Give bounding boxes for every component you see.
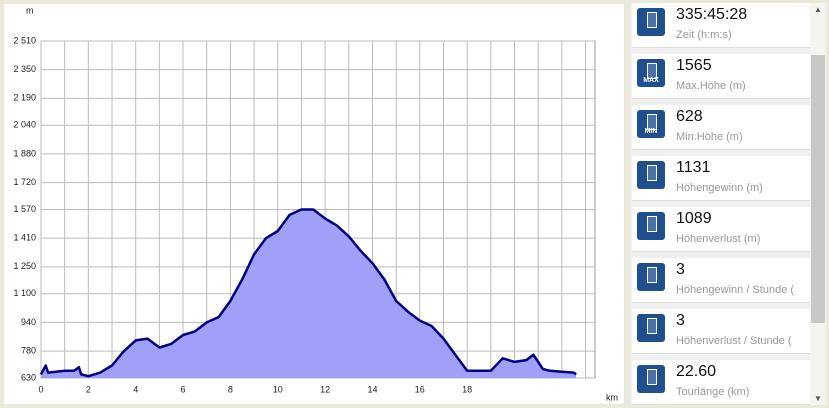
stat-label: Höhengewinn / Stunde ( xyxy=(676,284,795,296)
stat-icon xyxy=(637,365,665,393)
x-tick-label: 8 xyxy=(228,384,233,394)
x-tick-label: 2 xyxy=(86,384,91,394)
y-tick-label: 2 510 xyxy=(13,35,36,45)
profile-area xyxy=(41,209,577,378)
scroll-up[interactable]: ▲ xyxy=(814,5,822,14)
y-unit: m xyxy=(26,5,34,15)
y-tick-label: 780 xyxy=(21,345,36,355)
stat-icon xyxy=(637,314,665,342)
stat-value: 22.60 xyxy=(676,363,717,380)
y-tick-label: 1 100 xyxy=(13,288,36,298)
x-tick-label: 18 xyxy=(462,384,472,394)
y-tick-label: 2 040 xyxy=(13,120,36,130)
y-tick-label: 940 xyxy=(21,317,36,327)
stat-icon: MAX xyxy=(637,59,665,87)
stat-label: Min.Höhe (m) xyxy=(676,131,743,143)
profile-line xyxy=(39,208,577,378)
scrollbar[interactable]: ▲ ▼ xyxy=(810,3,826,405)
x-tick-label: 4 xyxy=(133,384,138,394)
stat-item: MIN 628 Min.Höhe (m) xyxy=(632,105,810,150)
y-tick-label: 1 880 xyxy=(13,148,36,158)
stat-value: 3 xyxy=(676,312,685,329)
stat-item: 1131 Höhengewinn (m) xyxy=(632,156,810,201)
stat-icon xyxy=(637,8,665,36)
stat-icon xyxy=(637,212,665,240)
stat-label: Höhenverlust (m) xyxy=(676,233,761,245)
stat-label: Zeit (h:m:s) xyxy=(676,29,732,41)
x-tick-label: 6 xyxy=(181,384,186,394)
scroll-thumb[interactable] xyxy=(811,55,825,323)
y-tick-label: 1 250 xyxy=(13,261,36,271)
stat-icon xyxy=(637,161,665,189)
stat-icon: MIN xyxy=(637,110,665,138)
stat-item: 1089 Höhenverlust (m) xyxy=(632,207,810,252)
x-tick-label: 10 xyxy=(273,384,283,394)
stat-item: 3 Höhenverlust / Stunde ( xyxy=(632,309,810,354)
stat-label: Tourlänge (km) xyxy=(676,386,750,398)
scroll-down[interactable]: ▼ xyxy=(814,394,822,403)
stat-value: 1565 xyxy=(676,57,712,74)
stat-label: Max.Höhe (m) xyxy=(676,80,746,92)
stat-item: 22.60 Tourlänge (km) xyxy=(632,360,810,405)
x-tick-label: 0 xyxy=(38,384,43,394)
stat-value: 628 xyxy=(676,108,703,125)
x-tick-label: 16 xyxy=(415,384,425,394)
chart: m km 630 780 940 1 100 1 250 1 410 1 570 1 720 1… xyxy=(4,4,624,404)
stat-item: 3 Höhengewinn / Stunde ( xyxy=(632,258,810,303)
stat-value: 1089 xyxy=(676,210,712,227)
stat-icon xyxy=(637,263,665,291)
y-tick-label: 1 720 xyxy=(13,177,36,187)
stat-item: 335:45:28 Zeit (h:m:s) xyxy=(632,3,810,48)
stat-item: MAX 1565 Max.Höhe (m) xyxy=(632,54,810,99)
stat-label: Höhengewinn (m) xyxy=(676,182,763,194)
y-tick-label: 2 190 xyxy=(13,93,36,103)
stat-value: 335:45:28 xyxy=(676,6,748,23)
y-tick-label: 2 350 xyxy=(13,64,36,74)
stats-panel: 335:45:28 Zeit (h:m:s) MAX 1565 Max.Höhe (m)… xyxy=(630,3,810,405)
stat-value: 1131 xyxy=(676,159,711,176)
y-tick-label: 630 xyxy=(21,372,36,382)
x-tick-label: 12 xyxy=(320,384,330,394)
x-unit: km xyxy=(606,392,618,402)
y-tick-label: 1 410 xyxy=(13,233,36,243)
y-tick-label: 1 570 xyxy=(13,204,36,214)
x-tick-label: 14 xyxy=(367,384,377,394)
stat-value: 3 xyxy=(676,261,685,278)
stat-label: Höhenverlust / Stunde ( xyxy=(676,335,792,347)
